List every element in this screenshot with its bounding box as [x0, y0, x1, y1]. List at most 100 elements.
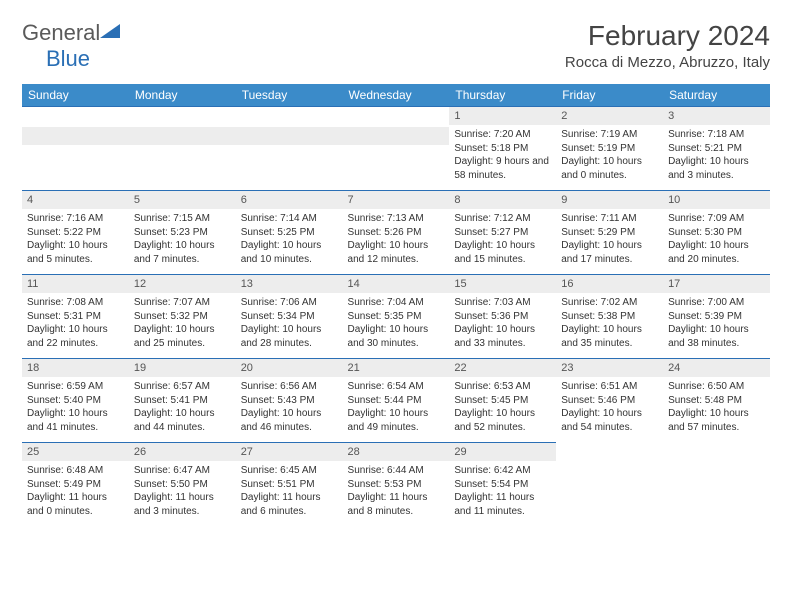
day-cell: 10Sunrise: 7:09 AMSunset: 5:30 PMDayligh…	[663, 191, 770, 275]
day-number: 29	[449, 443, 556, 461]
day-number: 4	[22, 191, 129, 209]
day-number: 11	[22, 275, 129, 293]
day-cell: 23Sunrise: 6:51 AMSunset: 5:46 PMDayligh…	[556, 359, 663, 443]
day-cell: 20Sunrise: 6:56 AMSunset: 5:43 PMDayligh…	[236, 359, 343, 443]
calendar-week-row: 4Sunrise: 7:16 AMSunset: 5:22 PMDaylight…	[22, 191, 770, 275]
logo: General Blue	[22, 20, 122, 72]
day-number: 15	[449, 275, 556, 293]
header: General Blue February 2024 Rocca di Mezz…	[22, 20, 770, 72]
day-number: 9	[556, 191, 663, 209]
day-number: 21	[343, 359, 450, 377]
weekday-header: Tuesday	[236, 84, 343, 107]
day-data: Sunrise: 7:19 AMSunset: 5:19 PMDaylight:…	[556, 125, 663, 190]
day-cell: 24Sunrise: 6:50 AMSunset: 5:48 PMDayligh…	[663, 359, 770, 443]
day-cell: 17Sunrise: 7:00 AMSunset: 5:39 PMDayligh…	[663, 275, 770, 359]
day-cell: 18Sunrise: 6:59 AMSunset: 5:40 PMDayligh…	[22, 359, 129, 443]
calendar-week-row: 1Sunrise: 7:20 AMSunset: 5:18 PMDaylight…	[22, 107, 770, 191]
day-data: Sunrise: 7:03 AMSunset: 5:36 PMDaylight:…	[449, 293, 556, 358]
day-number: 28	[343, 443, 450, 461]
day-number: 5	[129, 191, 236, 209]
day-data: Sunrise: 7:18 AMSunset: 5:21 PMDaylight:…	[663, 125, 770, 190]
day-data: Sunrise: 6:47 AMSunset: 5:50 PMDaylight:…	[129, 461, 236, 526]
day-cell: 27Sunrise: 6:45 AMSunset: 5:51 PMDayligh…	[236, 443, 343, 527]
title-block: February 2024 Rocca di Mezzo, Abruzzo, I…	[565, 20, 770, 71]
weekday-header: Thursday	[449, 84, 556, 107]
day-data: Sunrise: 6:42 AMSunset: 5:54 PMDaylight:…	[449, 461, 556, 526]
day-data: Sunrise: 7:08 AMSunset: 5:31 PMDaylight:…	[22, 293, 129, 358]
day-data: Sunrise: 6:45 AMSunset: 5:51 PMDaylight:…	[236, 461, 343, 526]
day-data: Sunrise: 7:06 AMSunset: 5:34 PMDaylight:…	[236, 293, 343, 358]
day-cell: 22Sunrise: 6:53 AMSunset: 5:45 PMDayligh…	[449, 359, 556, 443]
weekday-header-row: Sunday Monday Tuesday Wednesday Thursday…	[22, 84, 770, 107]
weekday-header: Monday	[129, 84, 236, 107]
day-cell: 15Sunrise: 7:03 AMSunset: 5:36 PMDayligh…	[449, 275, 556, 359]
day-data: Sunrise: 6:51 AMSunset: 5:46 PMDaylight:…	[556, 377, 663, 442]
empty-day-cell	[22, 107, 129, 191]
day-data: Sunrise: 6:53 AMSunset: 5:45 PMDaylight:…	[449, 377, 556, 442]
day-data: Sunrise: 7:13 AMSunset: 5:26 PMDaylight:…	[343, 209, 450, 274]
day-data: Sunrise: 7:15 AMSunset: 5:23 PMDaylight:…	[129, 209, 236, 274]
empty-day-cell	[129, 107, 236, 191]
day-cell: 5Sunrise: 7:15 AMSunset: 5:23 PMDaylight…	[129, 191, 236, 275]
day-number: 13	[236, 275, 343, 293]
calendar-week-row: 18Sunrise: 6:59 AMSunset: 5:40 PMDayligh…	[22, 359, 770, 443]
logo-triangle-icon	[100, 22, 122, 45]
day-cell: 7Sunrise: 7:13 AMSunset: 5:26 PMDaylight…	[343, 191, 450, 275]
day-data: Sunrise: 6:57 AMSunset: 5:41 PMDaylight:…	[129, 377, 236, 442]
day-data: Sunrise: 7:07 AMSunset: 5:32 PMDaylight:…	[129, 293, 236, 358]
day-number: 16	[556, 275, 663, 293]
day-number: 2	[556, 107, 663, 125]
logo-text-general: General	[22, 20, 100, 45]
day-data: Sunrise: 7:12 AMSunset: 5:27 PMDaylight:…	[449, 209, 556, 274]
day-data: Sunrise: 7:16 AMSunset: 5:22 PMDaylight:…	[22, 209, 129, 274]
day-number: 19	[129, 359, 236, 377]
day-data: Sunrise: 6:59 AMSunset: 5:40 PMDaylight:…	[22, 377, 129, 442]
day-number: 20	[236, 359, 343, 377]
location: Rocca di Mezzo, Abruzzo, Italy	[565, 54, 770, 71]
day-number: 17	[663, 275, 770, 293]
day-number: 1	[449, 107, 556, 125]
calendar-week-row: 11Sunrise: 7:08 AMSunset: 5:31 PMDayligh…	[22, 275, 770, 359]
day-cell: 12Sunrise: 7:07 AMSunset: 5:32 PMDayligh…	[129, 275, 236, 359]
day-cell: 3Sunrise: 7:18 AMSunset: 5:21 PMDaylight…	[663, 107, 770, 191]
day-cell: 21Sunrise: 6:54 AMSunset: 5:44 PMDayligh…	[343, 359, 450, 443]
weekday-header: Saturday	[663, 84, 770, 107]
day-cell: 28Sunrise: 6:44 AMSunset: 5:53 PMDayligh…	[343, 443, 450, 527]
day-data: Sunrise: 7:04 AMSunset: 5:35 PMDaylight:…	[343, 293, 450, 358]
day-cell: 19Sunrise: 6:57 AMSunset: 5:41 PMDayligh…	[129, 359, 236, 443]
day-number: 18	[22, 359, 129, 377]
calendar-week-row: 25Sunrise: 6:48 AMSunset: 5:49 PMDayligh…	[22, 443, 770, 527]
month-title: February 2024	[565, 20, 770, 52]
day-number: 6	[236, 191, 343, 209]
day-number: 10	[663, 191, 770, 209]
logo-text-blue: Blue	[46, 46, 90, 71]
weekday-header: Sunday	[22, 84, 129, 107]
day-cell: 13Sunrise: 7:06 AMSunset: 5:34 PMDayligh…	[236, 275, 343, 359]
day-data: Sunrise: 7:14 AMSunset: 5:25 PMDaylight:…	[236, 209, 343, 274]
day-number: 24	[663, 359, 770, 377]
empty-day-cell	[343, 107, 450, 191]
day-number: 22	[449, 359, 556, 377]
day-number: 3	[663, 107, 770, 125]
day-data: Sunrise: 6:50 AMSunset: 5:48 PMDaylight:…	[663, 377, 770, 442]
day-cell: 8Sunrise: 7:12 AMSunset: 5:27 PMDaylight…	[449, 191, 556, 275]
empty-day-cell	[556, 443, 663, 527]
day-cell: 4Sunrise: 7:16 AMSunset: 5:22 PMDaylight…	[22, 191, 129, 275]
day-data: Sunrise: 7:09 AMSunset: 5:30 PMDaylight:…	[663, 209, 770, 274]
day-cell: 9Sunrise: 7:11 AMSunset: 5:29 PMDaylight…	[556, 191, 663, 275]
day-cell: 25Sunrise: 6:48 AMSunset: 5:49 PMDayligh…	[22, 443, 129, 527]
day-cell: 2Sunrise: 7:19 AMSunset: 5:19 PMDaylight…	[556, 107, 663, 191]
day-number: 26	[129, 443, 236, 461]
day-data: Sunrise: 6:48 AMSunset: 5:49 PMDaylight:…	[22, 461, 129, 526]
empty-day-cell	[663, 443, 770, 527]
day-data: Sunrise: 6:54 AMSunset: 5:44 PMDaylight:…	[343, 377, 450, 442]
day-data: Sunrise: 6:56 AMSunset: 5:43 PMDaylight:…	[236, 377, 343, 442]
day-data: Sunrise: 7:20 AMSunset: 5:18 PMDaylight:…	[449, 125, 556, 190]
day-cell: 1Sunrise: 7:20 AMSunset: 5:18 PMDaylight…	[449, 107, 556, 191]
day-number: 25	[22, 443, 129, 461]
calendar-table: Sunday Monday Tuesday Wednesday Thursday…	[22, 84, 770, 526]
day-cell: 6Sunrise: 7:14 AMSunset: 5:25 PMDaylight…	[236, 191, 343, 275]
day-number: 8	[449, 191, 556, 209]
weekday-header: Friday	[556, 84, 663, 107]
day-cell: 11Sunrise: 7:08 AMSunset: 5:31 PMDayligh…	[22, 275, 129, 359]
